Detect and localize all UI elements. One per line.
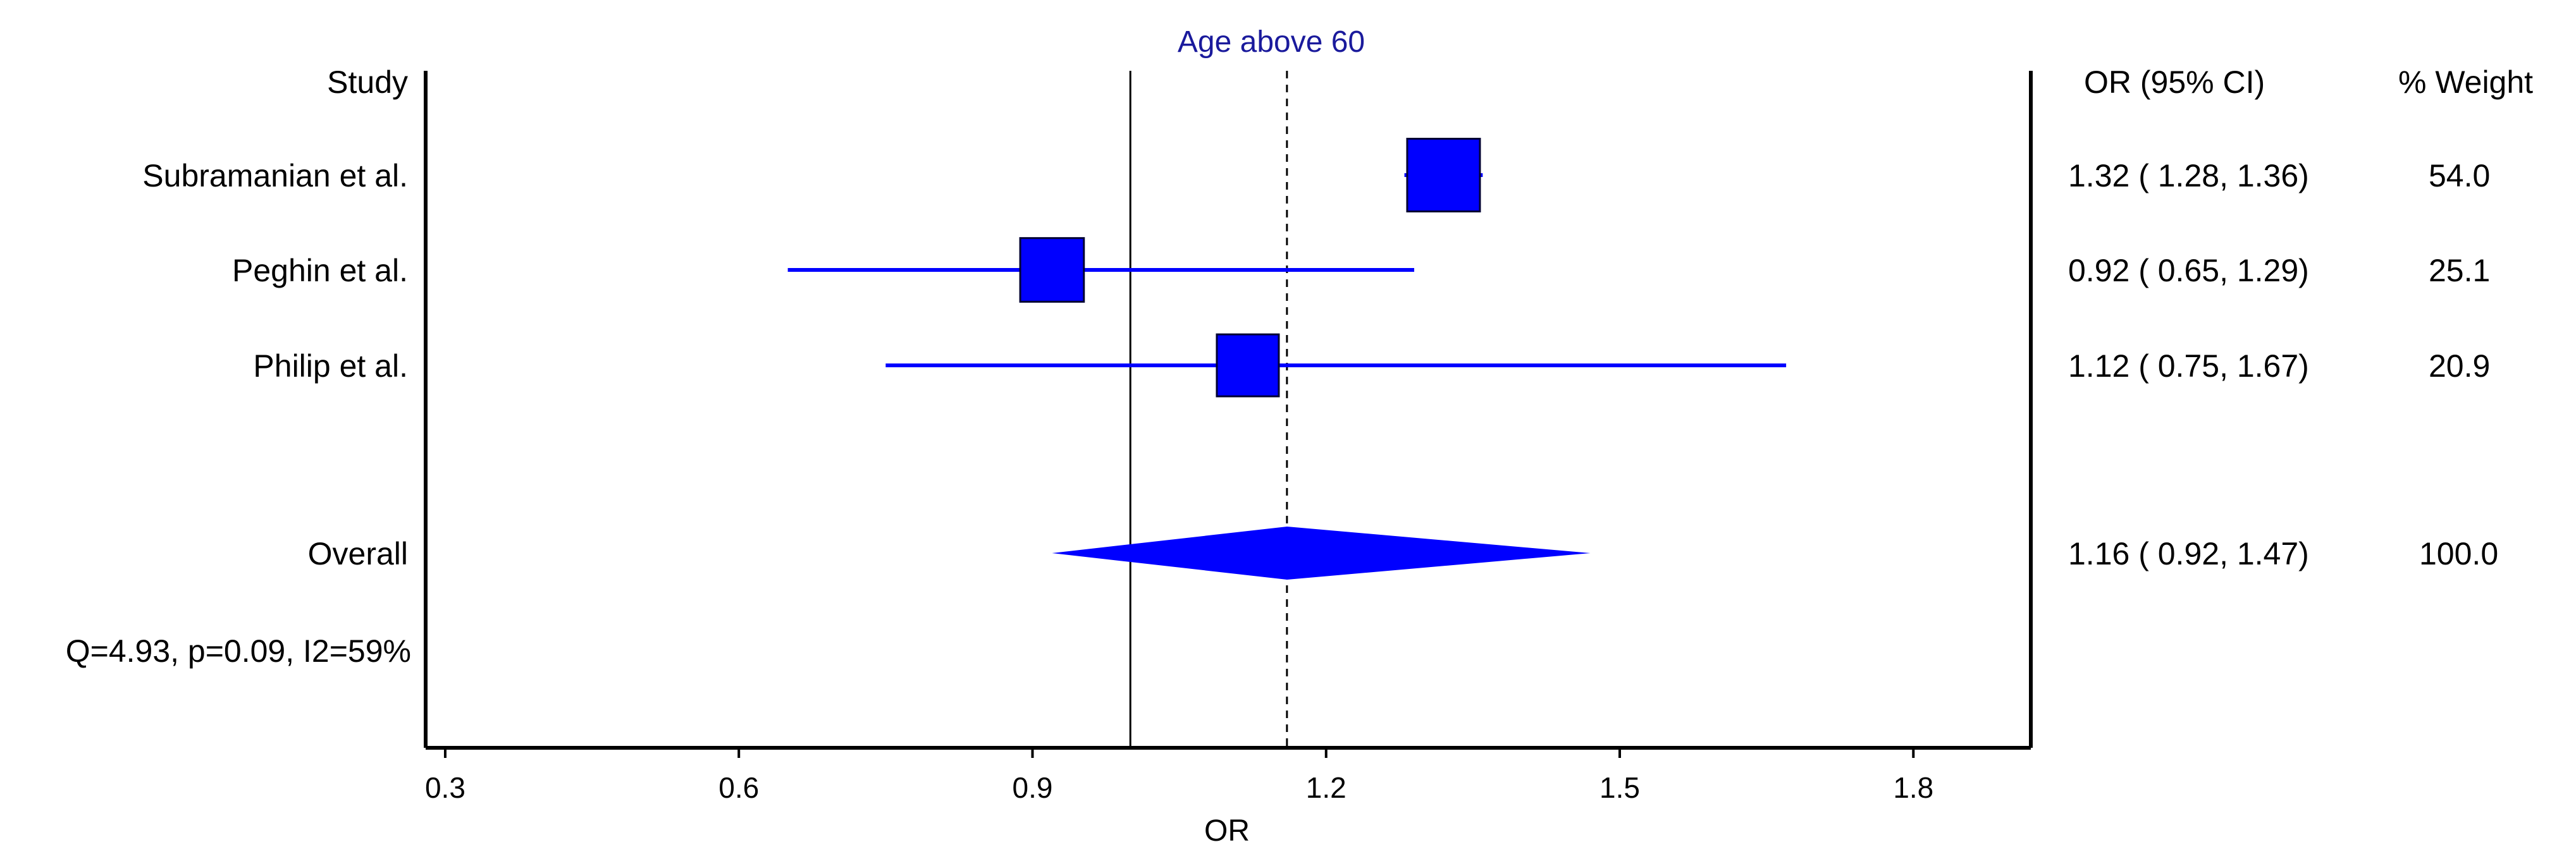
study-weight-text: 54.0 [2429, 158, 2490, 193]
x-tick-label: 0.9 [1013, 771, 1053, 804]
x-ticks: 0.3 0.6 0.9 1.2 1.5 1.8 [425, 748, 1933, 804]
weight-column-header: % Weight [2398, 64, 2533, 100]
overall-diamond [1052, 527, 1591, 580]
heterogeneity-stats: Q=4.93, p=0.09, I2=59% [66, 633, 411, 669]
study-column-header: Study [327, 64, 408, 100]
x-tick-label: 0.3 [425, 771, 465, 804]
effect-square [1019, 237, 1085, 303]
study-ci-text: 1.32 ( 1.28, 1.36) [2068, 158, 2309, 193]
study-ci-text: 0.92 ( 0.65, 1.29) [2068, 253, 2309, 288]
overall-weight-text: 100.0 [2419, 536, 2498, 571]
study-name: Philip et al. [253, 348, 408, 384]
study-rows: Subramanian et al. 1.32 ( 1.28, 1.36) 54.0… [142, 138, 2490, 398]
x-tick-label: 1.8 [1893, 771, 1933, 804]
ci-column-header: OR (95% CI) [2084, 64, 2265, 100]
overall-label: Overall [308, 536, 408, 571]
x-tick-label: 0.6 [718, 771, 759, 804]
study-name: Subramanian et al. [142, 158, 408, 193]
overall-ci-text: 1.16 ( 0.92, 1.47) [2068, 536, 2309, 571]
effect-square [1406, 138, 1481, 212]
study-weight-text: 20.9 [2429, 348, 2490, 384]
chart-title: Age above 60 [1178, 25, 1365, 59]
x-tick-label: 1.5 [1599, 771, 1640, 804]
x-tick-label: 1.2 [1306, 771, 1347, 804]
study-weight-text: 25.1 [2429, 253, 2490, 288]
study-ci-text: 1.12 ( 0.75, 1.67) [2068, 348, 2309, 384]
x-axis-label: OR [1204, 814, 1250, 848]
effect-square [1216, 333, 1280, 398]
study-name: Peghin et al. [232, 253, 408, 288]
